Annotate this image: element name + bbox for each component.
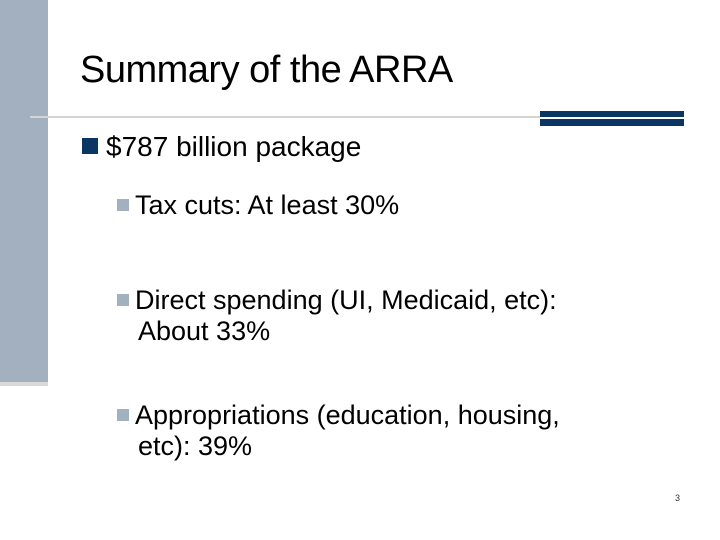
sub-bullet-text-continued: About 33%	[138, 316, 271, 346]
page-number: 3	[675, 493, 681, 503]
sub-bullet-text: Tax cuts: At least 30%	[135, 190, 400, 220]
slide-title: Summary of the ARRA	[80, 49, 453, 91]
sub-bullet-text: Appropriations (education, housing,	[135, 400, 560, 430]
sub-bullet-appropriations: Appropriations (education, housing, etc)…	[117, 400, 707, 462]
bullet-text: $787 billion package	[106, 131, 362, 162]
left-accent-bar-foot	[0, 382, 48, 386]
title-divider	[30, 116, 540, 118]
square-bullet-icon	[82, 138, 98, 154]
square-bullet-icon	[117, 409, 129, 421]
left-accent-bar	[0, 0, 48, 382]
square-bullet-icon	[117, 294, 129, 306]
sub-bullet-text: Direct spending (UI, Medicaid, etc):	[135, 285, 557, 315]
sub-bullet-text-continued: etc): 39%	[138, 431, 253, 461]
bullet-level1: $787 billion package	[82, 130, 361, 164]
square-bullet-icon	[117, 199, 129, 211]
sub-bullet-direct-spending: Direct spending (UI, Medicaid, etc): Abo…	[117, 285, 707, 347]
accent-stripe-bottom	[540, 119, 684, 126]
sub-bullet-tax-cuts: Tax cuts: At least 30%	[117, 190, 707, 221]
accent-stripe-top	[540, 111, 684, 117]
